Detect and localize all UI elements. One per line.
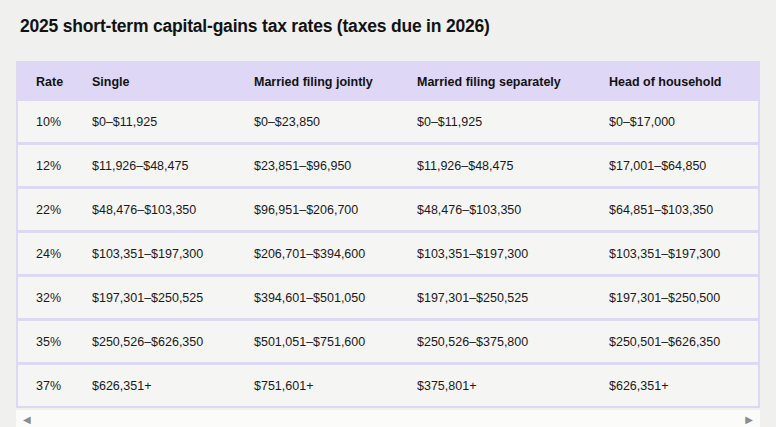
bracket-cell: $197,301–$250,525 — [417, 274, 609, 318]
bracket-cell: $626,351+ — [92, 362, 254, 406]
column-header: Head of household — [609, 63, 758, 101]
rate-cell: 24% — [18, 230, 92, 274]
table-row: 35%$250,526–$626,350$501,051–$751,600$25… — [18, 318, 758, 362]
bracket-cell: $626,351+ — [609, 362, 758, 406]
scrollbar-track[interactable] — [31, 410, 746, 427]
page-title: 2025 short-term capital-gains tax rates … — [0, 0, 776, 38]
bracket-cell: $17,001–$64,850 — [609, 142, 758, 186]
bracket-cell: $197,301–$250,500 — [609, 274, 758, 318]
bracket-cell: $11,926–$48,475 — [417, 142, 609, 186]
bracket-cell: $48,476–$103,350 — [417, 186, 609, 230]
bracket-cell: $375,801+ — [417, 362, 609, 406]
rate-cell: 37% — [18, 362, 92, 406]
table-row: 24%$103,351–$197,300$206,701–$394,600$10… — [18, 230, 758, 274]
bracket-cell: $11,926–$48,475 — [92, 142, 254, 186]
column-header: Rate — [18, 63, 92, 101]
rate-cell: 22% — [18, 186, 92, 230]
rate-cell: 35% — [18, 318, 92, 362]
bracket-cell: $250,526–$375,800 — [417, 318, 609, 362]
bracket-cell: $197,301–$250,525 — [92, 274, 254, 318]
bracket-cell: $103,351–$197,300 — [92, 230, 254, 274]
tax-rates-table: RateSingleMarried filing jointlyMarried … — [16, 61, 760, 408]
horizontal-scrollbar[interactable]: ◀ ▶ — [16, 410, 760, 427]
rate-cell: 32% — [18, 274, 92, 318]
scroll-left-arrow-icon[interactable]: ◀ — [23, 410, 31, 427]
bracket-cell: $394,601–$501,050 — [254, 274, 417, 318]
bracket-cell: $48,476–$103,350 — [92, 186, 254, 230]
column-header: Married filing jointly — [254, 63, 417, 101]
bracket-cell: $0–$17,000 — [609, 101, 758, 142]
bracket-cell: $250,526–$626,350 — [92, 318, 254, 362]
column-header: Single — [92, 63, 254, 101]
tax-rates-table-grid: RateSingleMarried filing jointlyMarried … — [18, 63, 758, 406]
scroll-right-arrow-icon[interactable]: ▶ — [745, 410, 753, 427]
bracket-cell: $0–$11,925 — [417, 101, 609, 142]
rate-cell: 10% — [18, 101, 92, 142]
bracket-cell: $0–$23,850 — [254, 101, 417, 142]
column-header: Married filing separately — [417, 63, 609, 101]
bracket-cell: $96,951–$206,700 — [254, 186, 417, 230]
bracket-cell: $0–$11,925 — [92, 101, 254, 142]
bracket-cell: $501,051–$751,600 — [254, 318, 417, 362]
table-header-row: RateSingleMarried filing jointlyMarried … — [18, 63, 758, 101]
bracket-cell: $64,851–$103,350 — [609, 186, 758, 230]
bracket-cell: $103,351–$197,300 — [609, 230, 758, 274]
bracket-cell: $751,601+ — [254, 362, 417, 406]
table-row: 22%$48,476–$103,350$96,951–$206,700$48,4… — [18, 186, 758, 230]
table-row: 32%$197,301–$250,525$394,601–$501,050$19… — [18, 274, 758, 318]
rate-cell: 12% — [18, 142, 92, 186]
table-row: 10%$0–$11,925$0–$23,850$0–$11,925$0–$17,… — [18, 101, 758, 142]
bracket-cell: $250,501–$626,350 — [609, 318, 758, 362]
bracket-cell: $23,851–$96,950 — [254, 142, 417, 186]
table-row: 37%$626,351+$751,601+$375,801+$626,351+ — [18, 362, 758, 406]
bracket-cell: $103,351–$197,300 — [417, 230, 609, 274]
bracket-cell: $206,701–$394,600 — [254, 230, 417, 274]
table-row: 12%$11,926–$48,475$23,851–$96,950$11,926… — [18, 142, 758, 186]
